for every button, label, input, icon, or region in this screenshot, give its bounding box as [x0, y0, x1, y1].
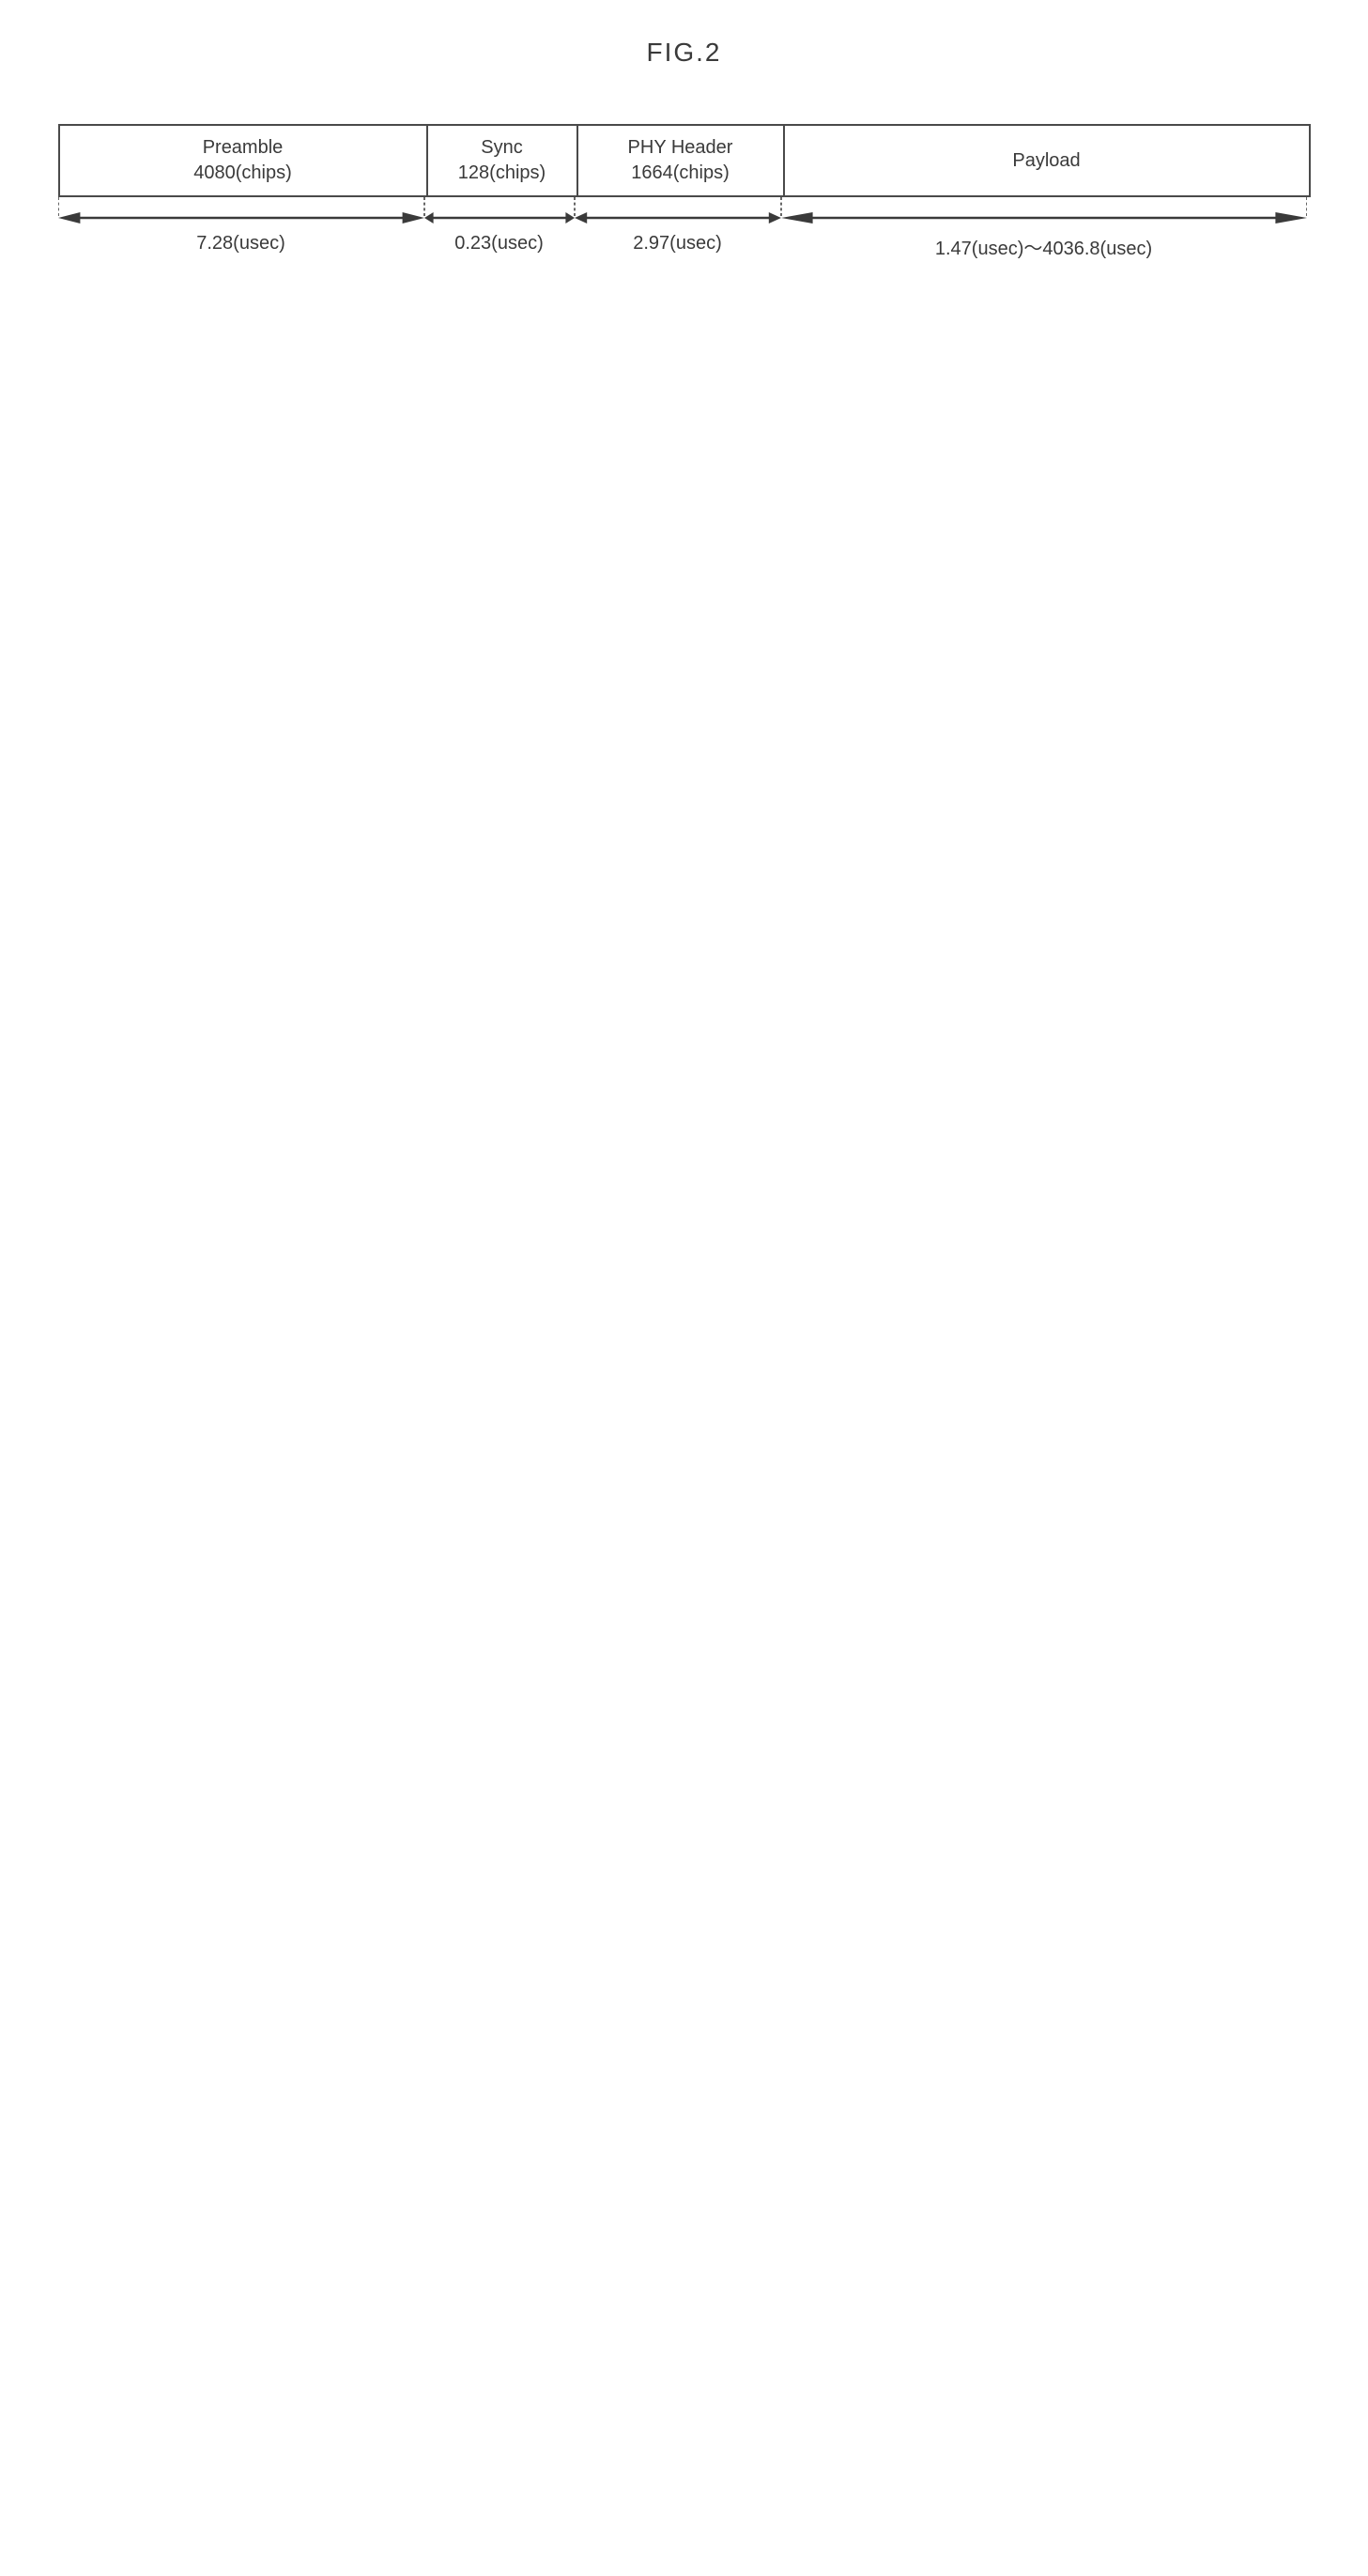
- segment-chips: 1664(chips): [631, 161, 730, 186]
- segment-sync: Sync 128(chips): [426, 126, 576, 195]
- segment-label: Sync: [481, 135, 522, 161]
- double-arrow-icon: [781, 208, 1307, 227]
- measure-payload: 1.47(usec)～4036.8(usec): [781, 203, 1307, 269]
- frame-wrapper: Preamble 4080(chips) Sync 128(chips) PHY…: [58, 124, 1311, 269]
- measure-label: 1.47(usec)～4036.8(usec): [781, 233, 1307, 260]
- double-arrow-icon: [424, 208, 575, 227]
- segment-chips: 4080(chips): [193, 161, 292, 186]
- figure-title: FIG.2: [646, 38, 721, 68]
- segment-payload: Payload: [783, 126, 1309, 195]
- measure-row: 7.28(usec) 0.23(usec) 2.97(usec): [58, 203, 1311, 269]
- measure-phy-header: 2.97(usec): [575, 203, 781, 269]
- double-arrow-icon: [58, 208, 424, 227]
- measure-sync: 0.23(usec): [424, 203, 575, 269]
- measure-label: 0.23(usec): [424, 233, 575, 255]
- measure-label: 2.97(usec): [575, 233, 781, 255]
- segment-phy-header: PHY Header 1664(chips): [576, 126, 783, 195]
- segment-label: PHY Header: [628, 135, 733, 161]
- segment-label: Payload: [1012, 148, 1080, 174]
- double-arrow-icon: [575, 208, 781, 227]
- packet-frame: Preamble 4080(chips) Sync 128(chips) PHY…: [58, 124, 1311, 197]
- segment-preamble: Preamble 4080(chips): [60, 126, 426, 195]
- segment-label: Preamble: [203, 135, 284, 161]
- measure-label: 7.28(usec): [58, 233, 424, 255]
- segment-chips: 128(chips): [458, 161, 546, 186]
- measure-preamble: 7.28(usec): [58, 203, 424, 269]
